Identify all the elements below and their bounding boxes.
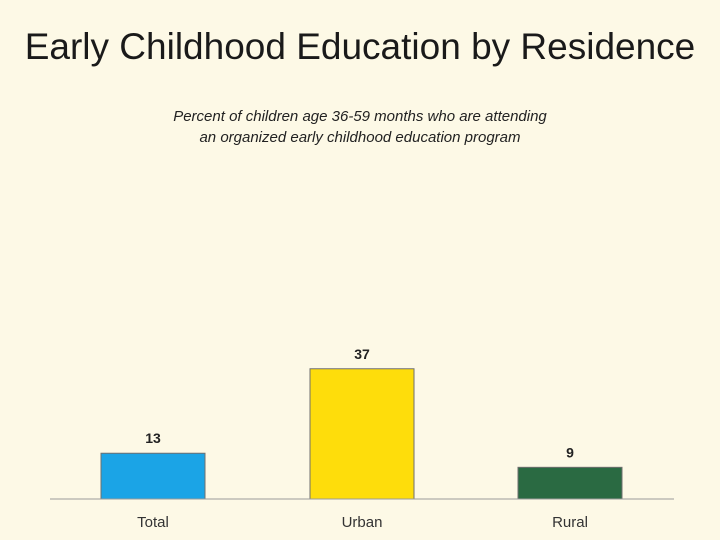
chart-subtitle: Percent of children age 36-59 months who… <box>60 106 660 148</box>
chart-subtitle-line-1: Percent of children age 36-59 months who… <box>173 108 547 125</box>
bars-layer <box>100 368 623 500</box>
data-label-urban: 37 <box>354 346 370 362</box>
x-tick-label-rural: Rural <box>552 514 588 531</box>
labels-layer: 13 Total 37 Urban 9 Rural <box>137 346 588 531</box>
data-label-rural: 9 <box>566 444 574 460</box>
slide-title: Early Childhood Education by Residence <box>24 26 696 67</box>
bar-total <box>100 452 206 500</box>
bar-rural <box>517 466 623 500</box>
bar-urban <box>309 368 415 500</box>
data-label-total: 13 <box>145 430 161 446</box>
x-tick-label-urban: Urban <box>342 514 383 531</box>
x-tick-label-total: Total <box>137 514 169 531</box>
chart-subtitle-line-2: an organized early childhood education p… <box>199 129 521 146</box>
